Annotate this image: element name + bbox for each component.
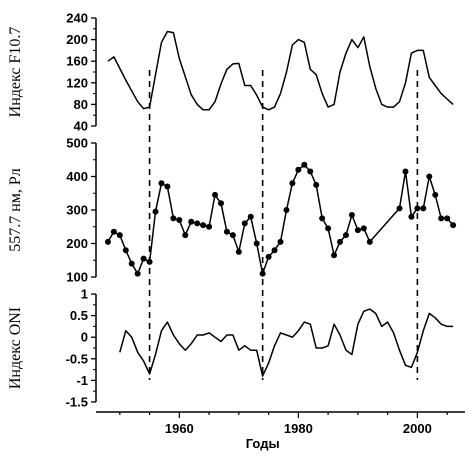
series-line: [107, 30, 454, 111]
y-tick-label: 200: [66, 32, 88, 47]
data-point: [188, 218, 195, 225]
y-tick-label: 1: [81, 287, 88, 302]
data-point: [182, 232, 189, 239]
data-point: [337, 238, 344, 245]
x-axis: 1960 1980 2000 Годы: [96, 411, 465, 451]
y-tick-label: 40: [74, 119, 88, 134]
data-point: [253, 240, 260, 247]
y-axis-label: 557.7 нм, Рл: [7, 168, 24, 252]
y-tick-label: 500: [66, 136, 88, 151]
series-line: [119, 308, 454, 377]
data-point: [319, 215, 326, 222]
data-point: [414, 205, 421, 212]
data-point: [146, 258, 153, 265]
data-point: [348, 212, 355, 219]
data-point: [241, 220, 248, 227]
data-point: [194, 220, 201, 227]
data-point: [271, 247, 278, 254]
data-point: [206, 223, 213, 230]
data-point: [104, 238, 111, 245]
data-point: [295, 166, 302, 173]
data-point: [217, 200, 224, 207]
y-axis-label: Индекс ONI: [7, 307, 24, 389]
data-point: [110, 228, 117, 235]
data-point: [116, 232, 123, 239]
y-tick-label: 400: [66, 169, 88, 184]
data-point: [140, 255, 147, 262]
data-point: [134, 270, 141, 277]
data-point: [426, 173, 433, 180]
x-tick-label: 2000: [403, 421, 432, 436]
data-point: [158, 180, 165, 187]
data-point: [265, 253, 272, 260]
panel-emission: 100 200 300 400 500 557.7 нм, Рл: [7, 136, 457, 285]
data-point: [360, 225, 367, 232]
y-tick-label: 0.5: [70, 308, 88, 323]
x-tick-label: 1980: [284, 421, 313, 436]
y-tick-label: 100: [66, 270, 88, 285]
data-point: [152, 208, 159, 215]
data-point: [396, 205, 403, 212]
panel-oni: 1 0.5 0 -0.5 -1 -1.5 Индекс ONI: [7, 287, 454, 410]
data-point: [444, 215, 451, 222]
data-point: [170, 215, 177, 222]
y-tick-label: 300: [66, 203, 88, 218]
y-tick-label: 80: [74, 97, 88, 112]
panel-f107: 40 80 120 160 200 240 Индекс F10.7: [7, 11, 454, 134]
data-point: [402, 168, 409, 175]
data-point: [229, 232, 236, 239]
data-point: [164, 183, 171, 190]
data-point: [331, 252, 338, 259]
data-point: [247, 213, 254, 220]
y-tick-label: 200: [66, 236, 88, 251]
data-point: [420, 205, 427, 212]
x-tick-label: 1960: [165, 421, 194, 436]
data-point: [438, 215, 445, 222]
data-point: [176, 217, 183, 224]
data-point: [259, 270, 266, 277]
data-point: [313, 181, 320, 188]
y-tick-label: 240: [66, 11, 88, 26]
data-point: [235, 248, 242, 255]
data-point: [277, 238, 284, 245]
data-point: [289, 180, 296, 187]
data-point: [212, 191, 219, 198]
data-point: [366, 238, 373, 245]
data-point: [307, 168, 314, 175]
data-point: [450, 222, 457, 229]
data-point: [301, 161, 308, 168]
data-point: [122, 247, 129, 254]
data-point: [200, 222, 207, 229]
y-tick-label: -1: [76, 373, 88, 388]
y-axis-label: Индекс F10.7: [7, 27, 24, 118]
x-axis-label: Годы: [246, 436, 280, 451]
data-point: [128, 260, 135, 267]
y-tick-label: 120: [66, 75, 88, 90]
data-point: [408, 213, 415, 220]
vertical-markers: [148, 70, 419, 380]
data-point: [283, 207, 290, 213]
data-point: [325, 225, 332, 232]
y-tick-label: 0: [81, 330, 88, 345]
y-tick-label: -0.5: [66, 351, 88, 366]
data-point: [432, 191, 439, 198]
y-tick-label: -1.5: [66, 395, 88, 410]
data-point: [342, 232, 349, 239]
y-tick-label: 160: [66, 54, 88, 69]
data-point: [223, 228, 230, 235]
data-point: [354, 227, 361, 234]
